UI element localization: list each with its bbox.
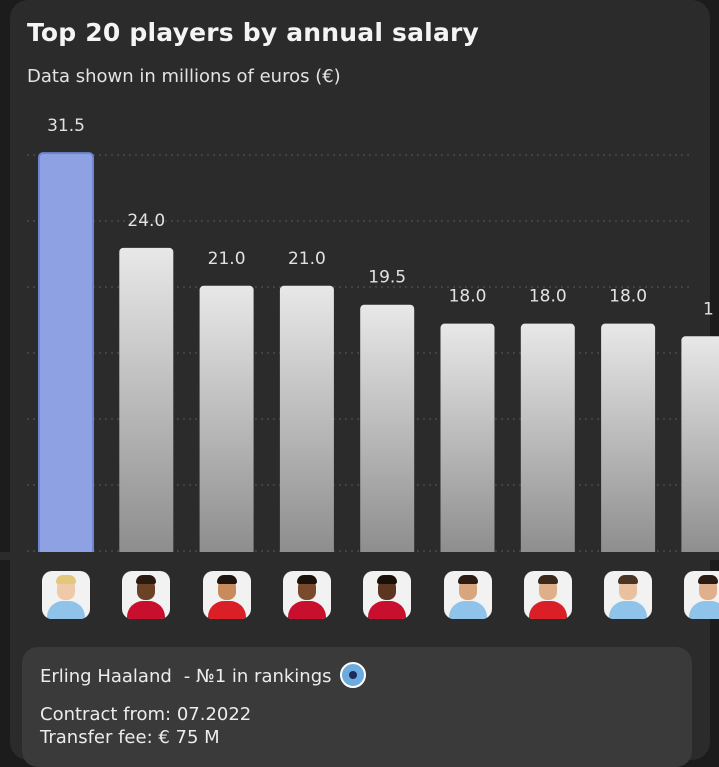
player-avatar[interactable] (42, 571, 90, 619)
player-name: Erling Haaland (40, 666, 172, 687)
player-shirt (368, 601, 407, 619)
manchester-city-crest-icon (339, 662, 366, 688)
player-avatar[interactable] (363, 571, 412, 619)
bar[interactable] (440, 323, 495, 557)
player-avatar[interactable] (443, 571, 492, 619)
bar[interactable] (520, 323, 575, 557)
transfer-fee: Transfer fee: € 75 M (40, 727, 220, 748)
contract-date: Contract from: 07.2022 (40, 704, 252, 725)
player-avatar[interactable] (684, 571, 719, 619)
player-rank: - №1 in rankings (183, 666, 332, 687)
player-shirt (127, 601, 166, 619)
bar[interactable] (38, 152, 94, 558)
player-hair (618, 575, 639, 584)
player-hair (216, 575, 237, 584)
player-avatar-row (42, 571, 719, 619)
bar-value-label: 31.5 (47, 116, 85, 136)
player-avatar[interactable] (523, 571, 572, 619)
bar[interactable] (601, 323, 656, 557)
player-shirt (47, 601, 85, 619)
bar[interactable] (279, 285, 334, 557)
player-heading: Erling Haaland - №1 in rankings (40, 662, 366, 690)
player-shirt (207, 601, 246, 619)
player-avatar[interactable] (122, 571, 171, 619)
player-hair (698, 575, 719, 584)
bar-value-label: 21.0 (288, 249, 326, 269)
player-shirt (689, 601, 719, 619)
player-avatar[interactable] (282, 571, 331, 619)
bar[interactable] (681, 336, 719, 557)
player-shirt (287, 601, 326, 619)
player-hair (377, 575, 398, 584)
bar-value-label: 18.0 (529, 287, 567, 307)
player-info-card[interactable]: Erling Haaland - №1 in rankings Contract … (22, 647, 692, 767)
bar-value-label: 19.5 (368, 268, 406, 288)
player-hair (537, 575, 558, 584)
player-hair (457, 575, 478, 584)
player-avatar[interactable] (202, 571, 251, 619)
player-shirt (448, 601, 487, 619)
player-hair (56, 575, 76, 584)
chart-subtitle: Data shown in millions of euros (€) (27, 66, 341, 87)
player-hair (296, 575, 317, 584)
player-hair (136, 575, 157, 584)
chart-title: Top 20 players by annual salary (27, 18, 480, 47)
bar-value-label: 21.0 (208, 249, 246, 269)
bar-value-label: 1 (703, 299, 714, 319)
bar-value-label: 24.0 (127, 211, 165, 231)
salary-bar-chart: 31.5 24.0 21.0 21.0 19.5 18.0 18.0 18.0 1 (0, 116, 719, 560)
baseline-mask (0, 552, 719, 560)
bar-value-label: 18.0 (609, 287, 647, 307)
player-avatar[interactable] (604, 571, 653, 619)
player-shirt (528, 601, 567, 619)
bar-value-label: 18.0 (449, 287, 487, 307)
player-shirt (609, 601, 648, 619)
bar[interactable] (360, 304, 415, 557)
bar[interactable] (119, 247, 174, 557)
bar[interactable] (199, 285, 254, 557)
